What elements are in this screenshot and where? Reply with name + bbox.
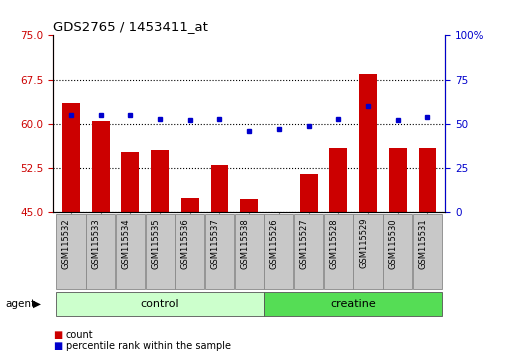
Text: GSM115526: GSM115526 [269, 218, 278, 269]
Bar [299, 174, 317, 212]
Text: ▶: ▶ [33, 298, 41, 309]
Bar [91, 121, 110, 212]
Bar [205, 214, 234, 289]
Text: GSM115532: GSM115532 [62, 218, 71, 269]
Bar [418, 148, 435, 212]
Bar [62, 103, 80, 212]
Text: GSM115536: GSM115536 [180, 218, 189, 269]
Text: GSM115534: GSM115534 [121, 218, 130, 269]
Bar [293, 214, 323, 289]
Bar [264, 214, 293, 289]
Text: GSM115527: GSM115527 [299, 218, 308, 269]
Bar [116, 214, 144, 289]
Bar [323, 214, 352, 289]
Text: control: control [140, 298, 179, 309]
Bar [382, 214, 412, 289]
Bar [151, 150, 169, 212]
Bar [56, 214, 85, 289]
Text: GDS2765 / 1453411_at: GDS2765 / 1453411_at [53, 20, 208, 33]
Bar [234, 214, 263, 289]
Text: creatine: creatine [330, 298, 375, 309]
Bar [145, 214, 174, 289]
Bar [180, 198, 198, 212]
Bar [412, 214, 441, 289]
Text: GSM115528: GSM115528 [329, 218, 338, 269]
Text: percentile rank within the sample: percentile rank within the sample [66, 341, 230, 351]
Bar [210, 165, 228, 212]
Bar [121, 152, 139, 212]
Text: GSM115529: GSM115529 [359, 218, 367, 268]
Bar [264, 292, 441, 315]
Text: GSM115533: GSM115533 [91, 218, 100, 269]
Bar [388, 148, 406, 212]
Text: GSM115537: GSM115537 [210, 218, 219, 269]
Text: GSM115530: GSM115530 [388, 218, 397, 269]
Bar [86, 214, 115, 289]
Text: GSM115531: GSM115531 [418, 218, 427, 269]
Bar [56, 292, 263, 315]
Text: GSM115535: GSM115535 [151, 218, 160, 269]
Bar [240, 199, 258, 212]
Bar [329, 148, 346, 212]
Text: ■: ■ [53, 330, 62, 339]
Bar [175, 214, 204, 289]
Text: ■: ■ [53, 341, 62, 351]
Text: agent: agent [5, 298, 35, 309]
Bar [353, 214, 382, 289]
Bar [359, 74, 376, 212]
Text: count: count [66, 330, 93, 339]
Text: GSM115538: GSM115538 [240, 218, 249, 269]
